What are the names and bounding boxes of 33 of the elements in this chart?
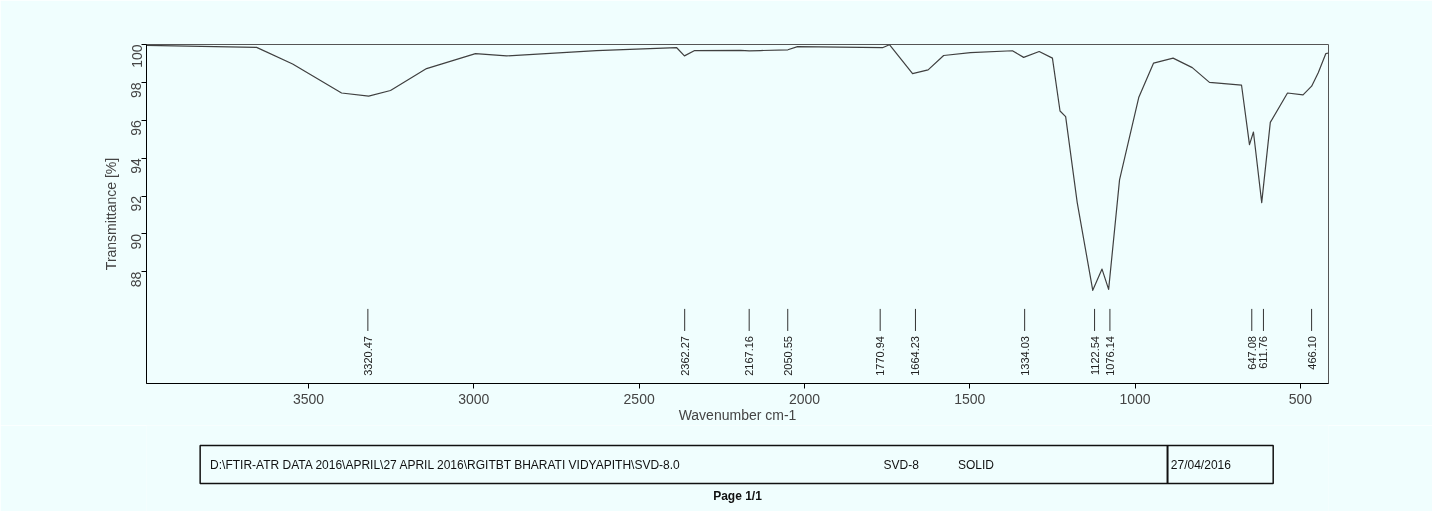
x-tick-label: 1000	[1119, 390, 1151, 407]
annotation: 647.08	[1245, 336, 1258, 370]
annotation: 611.76	[1257, 336, 1270, 369]
annotation: 3320.47	[361, 336, 374, 376]
text: Page 1/1	[713, 488, 763, 503]
annotation: 466.10	[1305, 336, 1318, 370]
x-tick-label: 1500	[954, 390, 986, 407]
y-tick-label: 98	[128, 82, 145, 98]
y-tick-label: 100	[128, 44, 145, 68]
x-tick-label: 500	[1288, 390, 1313, 407]
annotation: 1664.23	[909, 336, 922, 376]
annotation: 2050.55	[781, 336, 794, 376]
x-tick-label: 2000	[788, 390, 821, 407]
x-axis-title: Wavenumber cm-1	[678, 406, 797, 423]
y-axis-title: Transmittance [%]	[102, 157, 119, 271]
y-tick-label: 92	[128, 195, 145, 212]
y-tick-label: 90	[128, 233, 145, 250]
x-tick-label: 2500	[623, 390, 655, 407]
annotation: 1770.94	[874, 336, 887, 376]
text: SOLID	[957, 457, 995, 472]
x-tick-label: 3000	[458, 390, 490, 407]
annotation: 1076.14	[1103, 336, 1116, 376]
annotation: 1334.03	[1018, 336, 1031, 376]
annotation: 2362.27	[678, 336, 691, 376]
y-tick-label: 94	[128, 157, 145, 174]
text: 27/04/2016	[1170, 457, 1232, 472]
x-tick-label: 3500	[292, 390, 325, 407]
y-tick-label: 96	[128, 120, 145, 136]
y-tick-label: 88	[128, 271, 145, 288]
text: D:\FTIR-ATR DATA 2016\APRIL\27 APRIL 2016\RGITBT BHARATI VIDYAPITH\SVD-8.0	[210, 457, 681, 472]
annotation: 2167.16	[743, 336, 756, 376]
text: SVD-8	[883, 457, 920, 472]
annotation: 1122.54	[1088, 336, 1101, 375]
